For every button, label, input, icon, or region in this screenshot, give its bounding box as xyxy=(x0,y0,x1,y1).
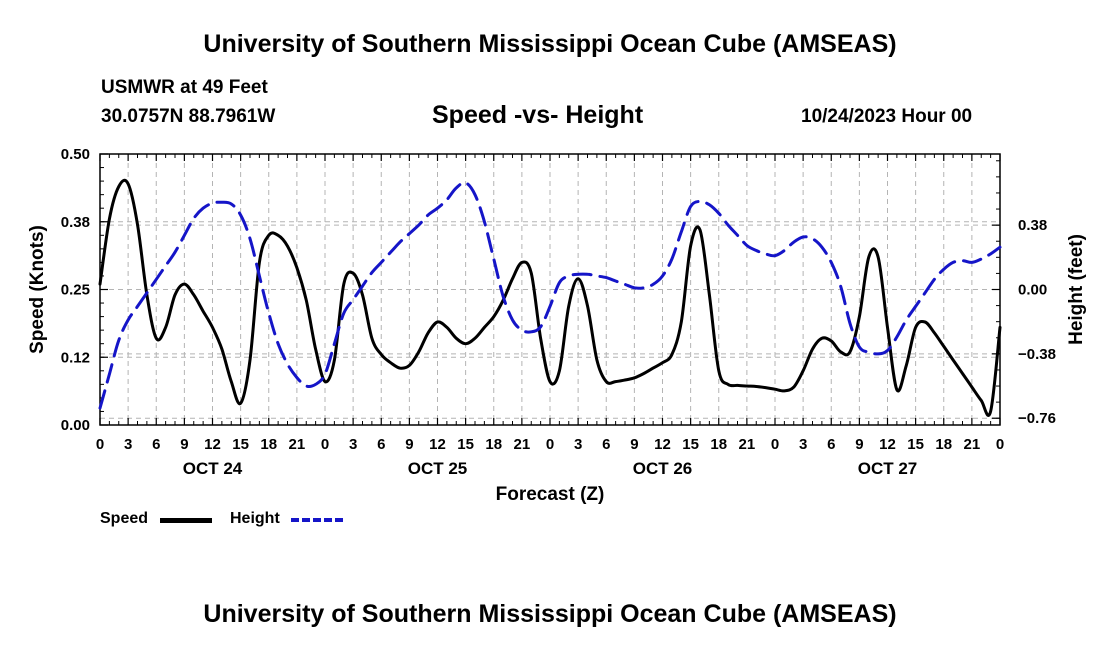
x-tick-label: 3 xyxy=(799,436,807,453)
y-right-tick-label: 0.38 xyxy=(1018,217,1047,234)
forecast-datetime: 10/24/2023 Hour 00 xyxy=(801,106,973,127)
x-axis-title: Forecast (Z) xyxy=(496,484,605,505)
x-tick-label: 21 xyxy=(739,436,756,453)
station-name: USMWR at 49 Feet xyxy=(101,77,268,98)
x-tick-label: 15 xyxy=(907,436,924,453)
x-day-label: OCT 26 xyxy=(633,459,693,478)
y-left-tick-label: 0.25 xyxy=(61,282,90,299)
legend-height-swatch xyxy=(291,518,343,522)
x-tick-label: 0 xyxy=(546,436,554,453)
x-tick-label: 0 xyxy=(321,436,329,453)
legend-speed-label: Speed xyxy=(100,510,149,527)
y-right-tick-label: −0.38 xyxy=(1018,346,1056,363)
x-tick-label: 15 xyxy=(682,436,699,453)
x-tick-label: 3 xyxy=(574,436,582,453)
x-tick-label: 12 xyxy=(879,436,896,453)
x-day-label: OCT 25 xyxy=(408,459,468,478)
x-tick-label: 0 xyxy=(996,436,1004,453)
x-tick-label: 21 xyxy=(514,436,531,453)
chart-subtitle: Speed -vs- Height xyxy=(432,101,644,129)
x-tick-label: 3 xyxy=(124,436,132,453)
chart-title: University of Southern Mississippi Ocean… xyxy=(203,30,897,58)
x-tick-label: 9 xyxy=(855,436,863,453)
x-tick-label: 18 xyxy=(260,436,277,453)
speed-series-line xyxy=(98,178,1002,417)
x-tick-label: 6 xyxy=(377,436,385,453)
x-tick-label: 9 xyxy=(180,436,188,453)
x-day-label: OCT 27 xyxy=(858,459,918,478)
x-tick-label: 6 xyxy=(602,436,610,453)
x-tick-label: 15 xyxy=(232,436,249,453)
x-tick-label: 21 xyxy=(289,436,306,453)
legend-height-label: Height xyxy=(230,510,280,527)
x-tick-label: 6 xyxy=(152,436,160,453)
station-coordinates: 30.0757N 88.7961W xyxy=(101,106,276,127)
x-tick-label: 18 xyxy=(710,436,727,453)
legend-speed-swatch xyxy=(160,518,212,523)
x-tick-label: 3 xyxy=(349,436,357,453)
x-tick-label: 12 xyxy=(429,436,446,453)
footer-title: University of Southern Mississippi Ocean… xyxy=(203,600,897,628)
x-tick-label: 21 xyxy=(964,436,981,453)
height-series-line xyxy=(98,181,1002,410)
y-right-axis-title: Height (feet) xyxy=(1066,234,1087,345)
y-left-tick-label: 0.00 xyxy=(61,417,90,434)
x-tick-label: 9 xyxy=(405,436,413,453)
y-left-axis-title: Speed (Knots) xyxy=(27,225,48,354)
x-tick-label: 12 xyxy=(654,436,671,453)
x-day-label: OCT 24 xyxy=(183,459,243,478)
y-right-tick-label: −0.76 xyxy=(1018,410,1056,427)
y-right-tick-label: 0.00 xyxy=(1018,282,1047,299)
x-tick-label: 18 xyxy=(485,436,502,453)
x-tick-label: 15 xyxy=(457,436,474,453)
y-left-tick-label: 0.12 xyxy=(61,349,90,366)
x-tick-label: 18 xyxy=(935,436,952,453)
x-tick-label: 0 xyxy=(96,436,104,453)
x-tick-label: 0 xyxy=(771,436,779,453)
y-left-tick-label: 0.50 xyxy=(61,146,90,163)
x-tick-label: 6 xyxy=(827,436,835,453)
x-tick-label: 12 xyxy=(204,436,221,453)
x-tick-label: 9 xyxy=(630,436,638,453)
y-left-tick-label: 0.38 xyxy=(61,214,90,231)
